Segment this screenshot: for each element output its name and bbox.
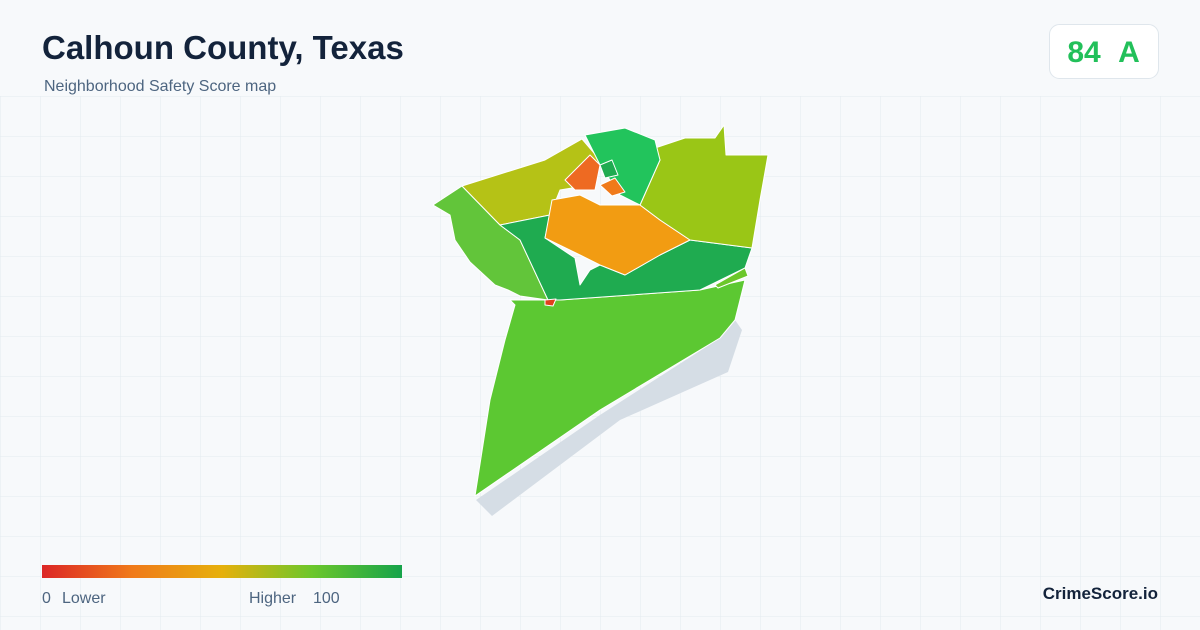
legend-scale <box>42 565 402 578</box>
region <box>564 154 601 191</box>
brand: CrimeScore.io <box>1043 584 1158 603</box>
title: Calhoun County, Texas <box>42 29 404 66</box>
region <box>599 177 626 197</box>
score-value: 84 <box>1067 36 1101 69</box>
region <box>599 159 619 179</box>
legend-min-label: Lower <box>62 590 106 607</box>
legend-min: 0 <box>42 590 51 607</box>
legend-max-label: Higher <box>249 590 297 607</box>
region <box>544 194 691 276</box>
score-grade: A <box>1118 36 1140 69</box>
coast-shadow <box>476 320 742 516</box>
score-badge <box>1049 24 1159 79</box>
legend-max: 100 <box>313 590 340 607</box>
region <box>714 267 749 289</box>
county-map <box>432 124 769 516</box>
subtitle: Neighborhood Safety Score map <box>44 78 276 95</box>
region <box>544 298 557 307</box>
